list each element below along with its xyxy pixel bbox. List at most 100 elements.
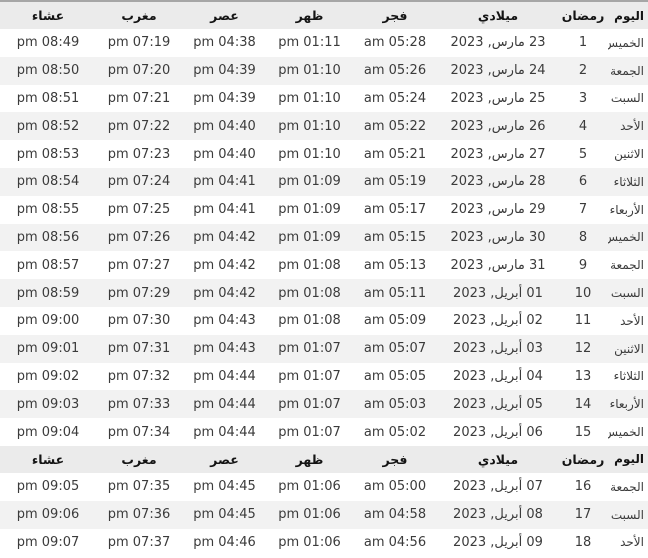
table-row: السبت 3 25 مارس, 2023 am 05:24 pm 01:10 pm 04… xyxy=(0,84,648,113)
table-row: السبت 17 08 أبريل, 2023 am 04:58 pm 01:06 pm … xyxy=(0,500,648,529)
cell-dhuhr: pm 01:07 xyxy=(267,334,352,363)
cell-gregorian: 30 مارس, 2023 xyxy=(438,223,558,252)
cell-asr: pm 04:43 xyxy=(182,334,267,363)
cell-ramadan: 3 xyxy=(558,84,608,113)
cell-ramadan: 10 xyxy=(558,279,608,307)
cell-dhuhr: pm 01:06 xyxy=(267,472,352,501)
cell-gregorian: 27 مارس, 2023 xyxy=(438,140,558,168)
cell-isha: pm 08:56 xyxy=(0,223,96,252)
column-header-fajr: فجر xyxy=(352,445,438,473)
cell-maghrib: pm 07:19 xyxy=(96,29,182,57)
cell-ramadan: 12 xyxy=(558,334,608,363)
table-row: الجمعة 2 24 مارس, 2023 am 05:26 pm 01:10 pm 0… xyxy=(0,56,648,85)
cell-day: الأحد xyxy=(608,112,648,141)
cell-maghrib: pm 07:29 xyxy=(96,279,182,307)
cell-fajr: am 05:13 xyxy=(352,251,438,280)
table-row: الجمعة 9 31 مارس, 2023 am 05:13 pm 01:08 pm 0… xyxy=(0,251,648,280)
column-header-fajr: فجر xyxy=(352,2,438,29)
cell-fajr: am 05:00 xyxy=(352,472,438,501)
cell-asr: pm 04:46 xyxy=(182,528,267,557)
cell-asr: pm 04:43 xyxy=(182,306,267,335)
cell-gregorian: 25 مارس, 2023 xyxy=(438,84,558,113)
column-header-maghrib: مغرب xyxy=(96,445,182,473)
cell-isha: pm 09:06 xyxy=(0,500,96,529)
cell-asr: pm 04:41 xyxy=(182,167,267,196)
cell-day: الجمعة xyxy=(608,251,648,280)
cell-asr: pm 04:44 xyxy=(182,390,267,419)
column-header-gregorian: ميلادي xyxy=(438,2,558,29)
cell-dhuhr: pm 01:06 xyxy=(267,500,352,529)
cell-asr: pm 04:45 xyxy=(182,500,267,529)
table-row: الأربعاء 14 05 أبريل, 2023 am 05:03 pm 01:07… xyxy=(0,390,648,419)
cell-fajr: am 05:15 xyxy=(352,223,438,252)
cell-day: الجمعة xyxy=(608,472,648,501)
cell-maghrib: pm 07:27 xyxy=(96,251,182,280)
column-header-ramadan: رمضان xyxy=(558,2,608,29)
cell-ramadan: 5 xyxy=(558,140,608,168)
cell-asr: pm 04:45 xyxy=(182,472,267,501)
cell-dhuhr: pm 01:07 xyxy=(267,418,352,446)
cell-isha: pm 09:07 xyxy=(0,528,96,557)
cell-maghrib: pm 07:34 xyxy=(96,418,182,446)
table-row: الأربعاء 7 29 مارس, 2023 am 05:17 pm 01:09 pm… xyxy=(0,195,648,224)
column-header-dhuhr: ظهر xyxy=(267,445,352,473)
cell-maghrib: pm 07:23 xyxy=(96,140,182,168)
cell-day: السبت xyxy=(608,500,648,529)
table-row: السبت 10 01 أبريل, 2023 am 05:11 pm 01:08 pm … xyxy=(0,279,648,307)
cell-gregorian: 05 أبريل, 2023 xyxy=(438,390,558,419)
cell-isha: pm 08:55 xyxy=(0,195,96,224)
cell-day: الثلاثاء xyxy=(608,167,648,196)
cell-isha: pm 08:53 xyxy=(0,140,96,168)
cell-maghrib: pm 07:21 xyxy=(96,84,182,113)
cell-fajr: am 05:22 xyxy=(352,112,438,141)
cell-gregorian: 28 مارس, 2023 xyxy=(438,167,558,196)
cell-fajr: am 04:56 xyxy=(352,528,438,557)
cell-asr: pm 04:40 xyxy=(182,140,267,168)
cell-fajr: am 05:28 xyxy=(352,29,438,57)
cell-fajr: am 05:09 xyxy=(352,306,438,335)
table-row: الجمعة 16 07 أبريل, 2023 am 05:00 pm 01:06 pm… xyxy=(0,472,648,501)
cell-fajr: am 05:03 xyxy=(352,390,438,419)
cell-maghrib: pm 07:33 xyxy=(96,390,182,419)
column-header-gregorian: ميلادي xyxy=(438,445,558,473)
cell-dhuhr: pm 01:08 xyxy=(267,279,352,307)
cell-asr: pm 04:42 xyxy=(182,223,267,252)
cell-gregorian: 26 مارس, 2023 xyxy=(438,112,558,141)
column-header-asr: عصر xyxy=(182,445,267,473)
cell-ramadan: 18 xyxy=(558,528,608,557)
cell-maghrib: pm 07:25 xyxy=(96,195,182,224)
cell-maghrib: pm 07:20 xyxy=(96,56,182,85)
cell-day: الخميس xyxy=(608,418,648,446)
cell-asr: pm 04:38 xyxy=(182,29,267,57)
cell-dhuhr: pm 01:10 xyxy=(267,84,352,113)
cell-gregorian: 03 أبريل, 2023 xyxy=(438,334,558,363)
cell-isha: pm 09:03 xyxy=(0,390,96,419)
column-header-isha: عشاء xyxy=(0,2,96,29)
header-row: اليوم رمضان ميلادي فجر ظهر عصر مغرب عشاء xyxy=(0,445,648,473)
cell-ramadan: 15 xyxy=(558,418,608,446)
cell-gregorian: 06 أبريل, 2023 xyxy=(438,418,558,446)
cell-asr: pm 04:40 xyxy=(182,112,267,141)
cell-asr: pm 04:44 xyxy=(182,362,267,391)
column-header-maghrib: مغرب xyxy=(96,2,182,29)
table-row: الاثنين 5 27 مارس, 2023 am 05:21 pm 01:10 pm … xyxy=(0,140,648,168)
cell-isha: pm 08:57 xyxy=(0,251,96,280)
cell-asr: pm 04:44 xyxy=(182,418,267,446)
cell-gregorian: 29 مارس, 2023 xyxy=(438,195,558,224)
cell-isha: pm 08:52 xyxy=(0,112,96,141)
cell-isha: pm 09:04 xyxy=(0,418,96,446)
table-row: الاثنين 12 03 أبريل, 2023 am 05:07 pm 01:07 p… xyxy=(0,334,648,363)
cell-fajr: am 05:11 xyxy=(352,279,438,307)
cell-dhuhr: pm 01:07 xyxy=(267,390,352,419)
cell-ramadan: 7 xyxy=(558,195,608,224)
cell-maghrib: pm 07:24 xyxy=(96,167,182,196)
cell-dhuhr: pm 01:06 xyxy=(267,528,352,557)
cell-maghrib: pm 07:22 xyxy=(96,112,182,141)
cell-gregorian: 31 مارس, 2023 xyxy=(438,251,558,280)
cell-dhuhr: pm 01:11 xyxy=(267,29,352,57)
cell-gregorian: 09 أبريل, 2023 xyxy=(438,528,558,557)
